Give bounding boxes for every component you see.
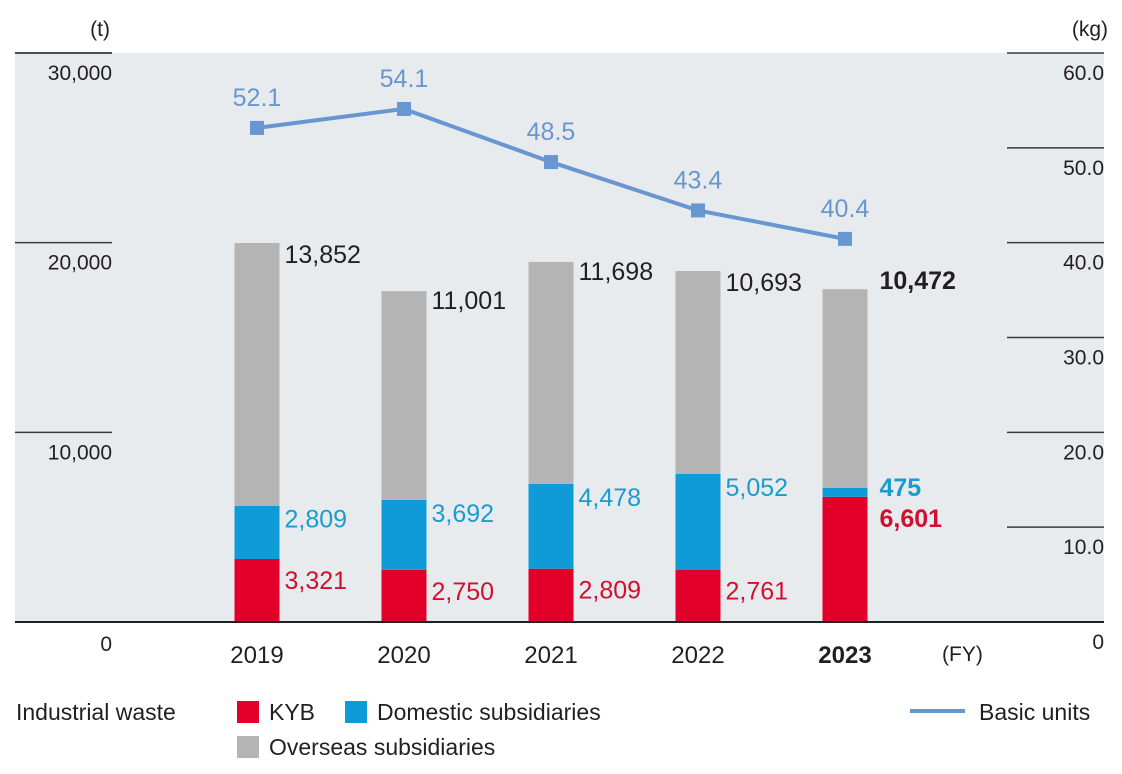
basic-units-label: 54.1: [380, 65, 429, 93]
legend-swatch-domestic: [345, 701, 367, 723]
basic-units-marker: [250, 120, 264, 135]
basic-units-label: 40.4: [821, 195, 870, 223]
bar-overseas-subsidiaries: [381, 291, 427, 500]
bar-value-label: 5,052: [726, 474, 789, 502]
bar-value-label: 2,761: [726, 578, 789, 606]
legend-item-kyb: KYB: [237, 699, 315, 726]
right-tick-label: 60.0: [1063, 62, 1104, 85]
bar-overseas-subsidiaries: [675, 271, 721, 474]
right-tick-label: 10.0: [1063, 536, 1104, 559]
right-tick-label: 50.0: [1063, 157, 1104, 180]
basic-units-marker: [838, 231, 852, 246]
legend-item-basic-units: Basic units: [910, 699, 1090, 726]
legend-line-basic-units: [910, 709, 965, 713]
bar-value-label: 11,698: [579, 258, 654, 286]
bar-domestic-subsidiaries: [822, 487, 868, 497]
x-tick-label: 2023: [818, 642, 871, 669]
legend-group-label: Industrial waste: [16, 699, 176, 725]
basic-units-label: 48.5: [527, 118, 576, 146]
x-tick-label: 2022: [671, 642, 724, 669]
bar-value-label: 10,472: [880, 267, 956, 295]
legend-item-domestic: Domestic subsidiaries: [345, 699, 601, 726]
bar-domestic-subsidiaries: [381, 499, 427, 570]
bar-overseas-subsidiaries: [234, 243, 280, 506]
left-tick-label: 30,000: [48, 62, 112, 85]
chart: 0 10,000 20,000 30,000 (t) 0 10.0 20.0 30.0 40.0 5…: [15, 18, 1108, 669]
legend-label-domestic: Domestic subsidiaries: [377, 699, 601, 725]
bar-value-label: 3,321: [285, 567, 348, 595]
bar-value-label: 11,001: [432, 287, 507, 315]
basic-units-marker: [397, 101, 411, 116]
x-axis-unit: (FY): [942, 643, 983, 666]
bar-value-label: 475: [880, 474, 922, 502]
right-tick-label: 30.0: [1063, 347, 1104, 370]
right-axis-unit: (kg): [1072, 18, 1108, 41]
left-tick-label: 0: [100, 633, 112, 656]
bar-overseas-subsidiaries: [822, 289, 868, 488]
bar-value-label: 6,601: [880, 505, 943, 533]
bar-domestic-subsidiaries: [234, 505, 280, 560]
bar-kyb: [381, 569, 427, 622]
right-tick-label: 40.0: [1063, 252, 1104, 275]
basic-units-label: 43.4: [674, 166, 723, 194]
basic-units-marker: [544, 155, 558, 170]
left-tick-label: 20,000: [48, 252, 112, 275]
legend-label-overseas: Overseas subsidiaries: [269, 734, 496, 760]
bar-domestic-subsidiaries: [675, 473, 721, 570]
bar-kyb: [675, 569, 721, 622]
bar-value-label: 4,478: [579, 484, 642, 512]
legend-swatch-overseas: [237, 736, 259, 758]
basic-units-marker: [691, 203, 705, 218]
bar-overseas-subsidiaries: [528, 261, 574, 484]
bar-kyb: [528, 568, 574, 622]
legend-item-overseas: Overseas subsidiaries: [237, 734, 495, 761]
legend-label-basic-units: Basic units: [979, 699, 1091, 725]
left-axis-unit: (t): [90, 18, 110, 41]
x-tick-label: 2021: [524, 642, 577, 669]
legend-swatch-kyb: [237, 701, 259, 723]
bar-kyb: [822, 496, 868, 622]
bar-value-label: 2,809: [579, 577, 642, 605]
right-tick-label: 0: [1092, 631, 1104, 654]
left-tick-label: 10,000: [48, 441, 112, 464]
bar-domestic-subsidiaries: [528, 483, 574, 569]
bar-value-label: 10,693: [726, 269, 802, 297]
legend-label-kyb: KYB: [269, 699, 316, 725]
bar-value-label: 3,692: [432, 500, 495, 528]
x-tick-label: 2020: [377, 642, 430, 669]
bar-value-label: 2,809: [285, 506, 348, 534]
bar-value-label: 2,750: [432, 578, 495, 606]
bar-kyb: [234, 559, 280, 622]
basic-units-label: 52.1: [233, 84, 282, 112]
right-tick-label: 20.0: [1063, 441, 1104, 464]
bar-value-label: 13,852: [285, 241, 361, 269]
x-tick-label: 2019: [230, 642, 283, 669]
